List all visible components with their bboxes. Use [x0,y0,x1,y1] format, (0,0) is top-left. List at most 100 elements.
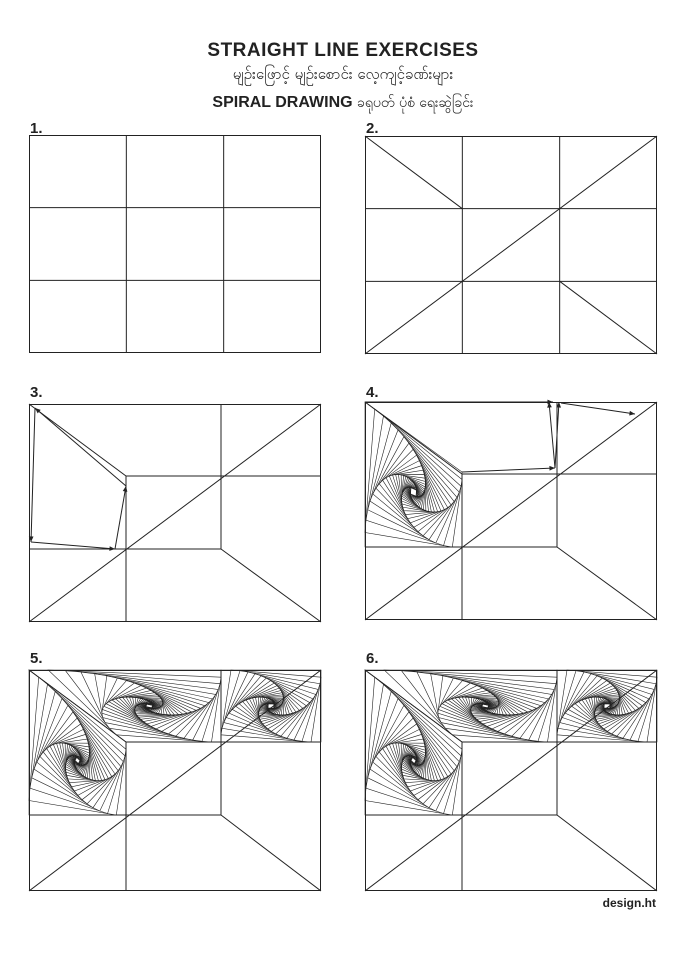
arrow-line [554,401,560,469]
spiral-line [441,682,538,730]
panel-2-drawing [364,135,658,355]
spiral-line [258,696,284,716]
spiral-line [596,698,618,714]
spiral-line [62,742,93,781]
spiral-line [125,696,176,716]
spiral-line [64,743,91,780]
spiral-line [364,408,463,548]
spiral-line [458,694,516,718]
spiral-line [388,465,439,515]
spiral-line [111,687,193,725]
spiral-line [118,692,184,720]
grid-line [28,403,127,477]
spiral-line [59,742,96,781]
spiral-line [94,673,217,739]
spiral-line [103,680,206,732]
frame [29,670,321,891]
spiral-line [134,697,165,715]
spiral-line [401,745,426,777]
spiral-line [52,734,103,784]
spiral-line [444,685,533,727]
panel-4-number: 4. [366,384,379,401]
spiral-line [36,704,119,805]
spiral-line [402,478,425,507]
frame [365,136,657,354]
spiral-line [129,696,172,716]
spiral-line [556,669,658,743]
spiral-line [375,442,452,533]
spiral-line [481,703,490,709]
spiral-label: SPIRAL DRAWING [212,94,353,111]
spiral-heading: SPIRAL DRAWING ခရုပတ် ပုံစံ ရေးဆွဲခြင်း [0,93,686,114]
spiral-line [465,696,508,716]
spiral-line [385,728,442,788]
spiral-line [235,680,307,732]
spiral-line [596,698,618,714]
spiral-line [67,747,88,774]
spiral-line [383,669,558,743]
spiral-line [392,469,435,513]
spiral-line [364,669,558,743]
arrow-head [629,410,635,416]
spiral-line [369,697,458,809]
spiral-line [74,756,81,765]
spiral-line [378,717,449,796]
grid-line [220,814,322,892]
spiral-line [260,698,282,714]
panel-1-drawing [29,135,321,353]
spiral-line [410,487,417,497]
panel-3-number: 3. [30,384,43,401]
spiral-line [561,673,653,739]
spiral-line [400,474,427,512]
spiral-line [567,677,647,735]
spiral-line [447,687,529,725]
arrow-line [560,402,636,415]
spiral-line [220,669,322,743]
spiral-line [231,677,311,735]
frame [365,670,657,891]
spiral-line [364,676,463,816]
spiral-line [65,743,90,779]
grid-line [559,280,658,355]
spiral-line [367,422,460,544]
grid-line [556,814,658,892]
spiral-line [564,675,650,737]
spiral-line [56,738,99,781]
spiral-line [245,687,297,725]
grid-line [220,548,322,623]
panel-5 [28,669,322,892]
subtitle-myanmar: မျဉ်းဖြောင့် မျဉ်းစောင်း လေ့ကျင့်ခဏ်းမျာ… [232,65,454,83]
spiral-line [365,415,462,546]
spiral-line [559,671,655,741]
spiral-line [382,454,445,524]
spiral-line [65,745,90,777]
spiral-line [364,669,463,816]
spiral-line [375,711,452,801]
spiral-line [364,401,463,548]
spiral-line [392,738,435,781]
spiral-line [461,696,512,716]
spiral-line [556,669,658,743]
spiral-line [223,671,319,741]
grid-line [28,669,322,892]
spiral-line [33,697,122,809]
spiral-line [39,711,116,801]
grid-line [364,669,658,892]
spiral-line [594,696,620,716]
credit-text: design.ht [602,896,656,910]
spiral-line [401,475,426,511]
spiral-line [238,682,304,730]
arrow-head [549,465,555,471]
spiral-line [578,685,636,727]
arrow-line [548,401,556,469]
spiral-line [468,696,504,716]
spiral-line [398,474,429,512]
spiral-line [145,703,154,709]
panel-3-drawing [28,403,322,623]
spiral-line [49,728,106,788]
spiral-line [378,448,449,528]
frame [29,135,321,353]
spiral-line [31,690,124,812]
grid-line [364,401,658,621]
spiral-line [400,670,557,742]
